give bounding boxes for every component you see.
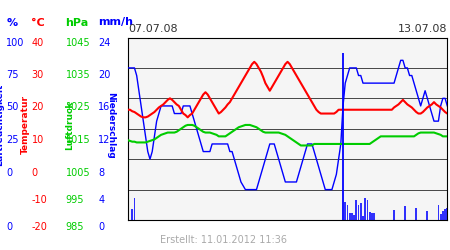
Bar: [442, 211, 444, 220]
Text: 8: 8: [98, 168, 104, 177]
Text: Erstellt: 11.01.2012 11:36: Erstellt: 11.01.2012 11:36: [160, 234, 287, 244]
Bar: [404, 206, 406, 220]
Bar: [415, 208, 417, 220]
Bar: [440, 214, 441, 220]
Text: -20: -20: [32, 222, 47, 232]
Text: 75: 75: [6, 70, 19, 80]
Bar: [131, 209, 133, 220]
Bar: [349, 213, 351, 220]
Bar: [351, 213, 353, 220]
Text: 0: 0: [6, 222, 13, 232]
Text: 0: 0: [6, 168, 13, 177]
Bar: [393, 210, 395, 220]
Text: -10: -10: [32, 195, 47, 205]
Text: 20: 20: [32, 102, 44, 113]
Bar: [134, 198, 135, 220]
Bar: [446, 208, 448, 220]
Text: 0: 0: [98, 222, 104, 232]
Text: 0: 0: [32, 168, 38, 177]
Text: 07.07.08: 07.07.08: [128, 24, 177, 34]
Bar: [369, 212, 370, 220]
Text: mm/h: mm/h: [98, 18, 133, 28]
Bar: [367, 200, 368, 220]
Text: 995: 995: [66, 195, 84, 205]
Text: 1045: 1045: [66, 38, 90, 48]
Text: %: %: [6, 18, 18, 28]
Text: 25: 25: [6, 135, 19, 145]
Bar: [427, 211, 428, 220]
Text: Niederschlag: Niederschlag: [106, 92, 115, 158]
Bar: [342, 53, 344, 220]
Text: 16: 16: [98, 102, 111, 113]
Text: Luftdruck: Luftdruck: [65, 100, 74, 150]
Text: °C: °C: [32, 18, 45, 28]
Bar: [373, 213, 375, 220]
Text: 1025: 1025: [66, 102, 90, 113]
Bar: [346, 205, 348, 220]
Text: 13.07.08: 13.07.08: [398, 24, 447, 34]
Bar: [356, 200, 357, 220]
Text: 30: 30: [32, 70, 44, 80]
Text: 24: 24: [98, 38, 111, 48]
Text: 100: 100: [6, 38, 25, 48]
Bar: [360, 203, 362, 220]
Bar: [444, 209, 446, 220]
Text: 50: 50: [6, 102, 19, 113]
Text: 12: 12: [98, 135, 111, 145]
Bar: [362, 216, 364, 220]
Bar: [437, 204, 439, 220]
Text: 1005: 1005: [66, 168, 90, 177]
Bar: [353, 215, 355, 220]
Text: 1015: 1015: [66, 135, 90, 145]
Text: Luftfeuchtigkeit: Luftfeuchtigkeit: [0, 84, 4, 166]
Bar: [364, 198, 366, 220]
Text: 1035: 1035: [66, 70, 90, 80]
Text: 40: 40: [32, 38, 44, 48]
Text: 20: 20: [98, 70, 111, 80]
Text: Temperatur: Temperatur: [21, 96, 30, 154]
Bar: [344, 202, 346, 220]
Bar: [358, 205, 360, 220]
Text: 985: 985: [66, 222, 84, 232]
Text: hPa: hPa: [66, 18, 89, 28]
Text: 10: 10: [32, 135, 44, 145]
Bar: [371, 213, 373, 220]
Text: 4: 4: [98, 195, 104, 205]
